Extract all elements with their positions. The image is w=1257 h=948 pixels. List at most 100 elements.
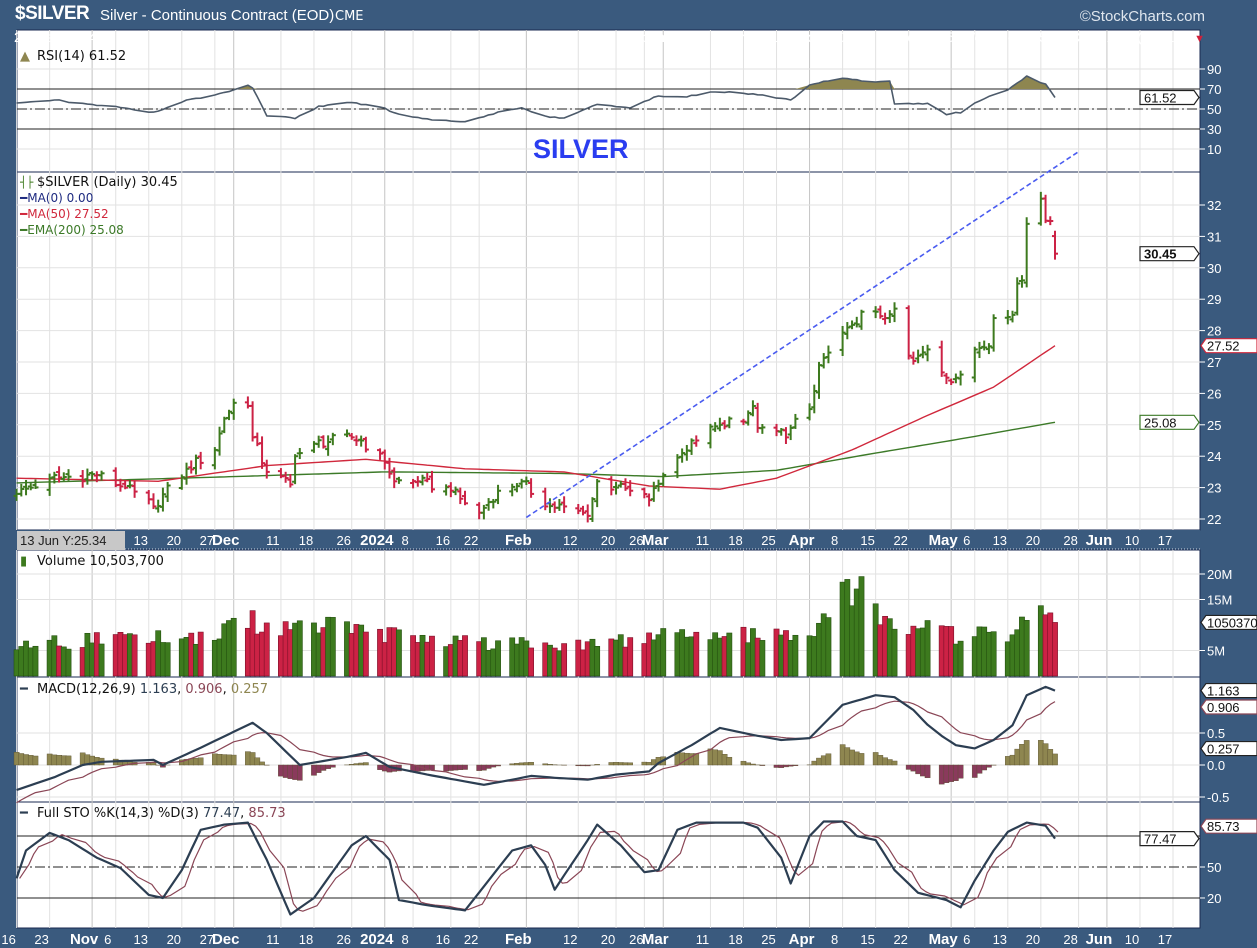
macd-histogram-bar: [778, 764, 785, 768]
value-tag-label: 27.52: [1207, 339, 1240, 354]
volume-bar: [646, 632, 652, 677]
price-bar: [150, 493, 157, 510]
macd-axis-label: 0.5: [1207, 726, 1225, 741]
price-axis-label: 29: [1207, 292, 1221, 307]
price-bar: [679, 448, 686, 463]
macd-histogram-bar: [783, 764, 789, 768]
macd-histogram-bar: [150, 762, 157, 766]
ma0-legend-text: MA(0) 0.00: [27, 191, 94, 205]
volume-bars-icon: ▮: [20, 554, 28, 569]
price-bar: [183, 462, 190, 485]
volume-bar: [362, 631, 369, 677]
price-bar: [910, 351, 917, 365]
volume-bar: [183, 637, 190, 677]
price-bar: [853, 316, 860, 328]
macd-line-icon: ━: [20, 682, 28, 697]
date-axis-label-top: 15: [860, 533, 874, 548]
date-axis-label-top: Mar: [642, 532, 669, 549]
date-axis-label-top: 12: [563, 533, 577, 548]
axes: 32 31 30 29 28 27 26 25 24 23 22 90 70 50 30 10 20M 15M 5M…: [1, 62, 1257, 948]
rsi-pane: [16, 29, 1201, 173]
volume-axis-label: 20M: [1207, 567, 1232, 582]
open-label: Open: [629, 29, 666, 45]
value-tag-macd: 0.906: [1200, 699, 1257, 715]
price-bar: [1014, 277, 1021, 316]
macd-histogram-bar: [311, 764, 317, 776]
price-bar: [197, 451, 204, 470]
date-axis-label-bottom: 16: [436, 932, 450, 947]
date-axis-label-bottom: Apr: [789, 931, 815, 948]
price-bar: [509, 483, 516, 497]
volume-bar: [683, 636, 690, 677]
macd-histogram-bar: [245, 751, 251, 766]
ma50-line: [16, 345, 1056, 490]
sto-pane: [16, 801, 1201, 929]
volume-bar: [188, 632, 195, 677]
macd-histogram-bar: [353, 763, 360, 766]
macd-histogram-bar: [849, 749, 855, 766]
macd-histogram-bar: [259, 761, 265, 766]
price-bar: [495, 484, 502, 505]
macd-histogram-bar: [212, 753, 218, 766]
macd-histogram-bar: [278, 764, 284, 777]
price-bar: [622, 478, 629, 491]
macd-histogram-bar: [348, 764, 355, 766]
value-tag-price: 25.08: [1139, 414, 1200, 430]
price-bar: [462, 490, 468, 506]
rsi-legend-text: RSI(14) 61.52: [37, 49, 127, 64]
price-bar: [1023, 217, 1030, 288]
volume-bar: [495, 640, 501, 677]
macd-histogram-bar: [839, 744, 846, 766]
volume-bar: [811, 636, 818, 677]
macd-histogram-bar: [986, 764, 992, 768]
macd-histogram-bar: [1019, 744, 1025, 766]
price-bar: [296, 447, 303, 460]
date-axis-label-top: 10: [1125, 533, 1139, 548]
volume-bar: [655, 634, 662, 677]
volume-bar: [518, 637, 525, 677]
price-bar: [344, 429, 350, 438]
volume-bar: [244, 627, 251, 677]
high-value: 31.18: [751, 29, 787, 45]
macd-histogram-bar: [226, 754, 232, 766]
macd-histogram-bar: [1005, 756, 1011, 766]
macd-histogram-bar: [476, 764, 482, 771]
date-axis-label-bottom: 26: [629, 932, 643, 947]
date-axis-label-bottom: 28: [1063, 932, 1077, 947]
date-axis-label-top: 20: [1026, 533, 1040, 548]
date-axis-label-bottom: 6: [104, 932, 111, 947]
date-axis-label-top: May: [929, 532, 959, 549]
price-axis-label: 26: [1207, 386, 1221, 401]
price-bar: [792, 413, 799, 429]
volume-bar: [584, 641, 591, 677]
volume-bar: [126, 633, 133, 677]
macd-histogram-bar: [315, 764, 322, 773]
stockcharts-logo[interactable]: ©StockCharts.com: [1079, 8, 1205, 25]
macd-histogram-bar: [547, 764, 553, 766]
volume-bar: [693, 631, 700, 677]
date-axis-label-top: 26: [336, 533, 350, 548]
macd-histogram-bar: [608, 762, 615, 766]
price-bar: [292, 454, 299, 485]
price-bar: [608, 476, 615, 496]
date-axis-label-bottom: 13: [993, 932, 1007, 947]
macd-histogram-bar: [27, 755, 34, 766]
close-label: Close: [877, 29, 916, 45]
price-bar: [919, 345, 926, 359]
price-bar: [452, 486, 459, 496]
value-tag-box: [1139, 246, 1200, 262]
macd-axis-label: -0.5: [1207, 790, 1229, 805]
volume-legend-text: Volume 10,503,700: [37, 554, 164, 569]
date-axis-label-bottom: 2024: [360, 931, 394, 948]
close-value: 30.45: [919, 29, 955, 45]
volume-bar: [65, 648, 72, 677]
price-bar: [707, 423, 714, 449]
rsi-axis-label: 90: [1207, 62, 1221, 77]
macd-histogram-bar: [448, 764, 454, 771]
macd-histogram-bar: [594, 764, 600, 766]
price-bar: [282, 471, 289, 483]
price-bar: [981, 340, 988, 351]
macd-histogram-bar: [976, 764, 983, 774]
volume-bar: [820, 613, 827, 677]
